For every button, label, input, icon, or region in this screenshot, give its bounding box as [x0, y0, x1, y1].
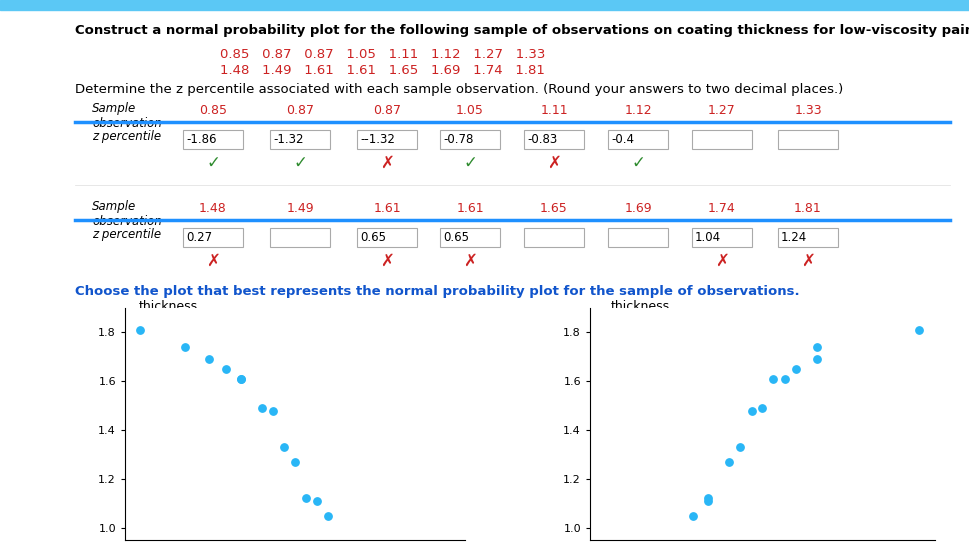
- Bar: [523, 228, 583, 247]
- Text: z percentile: z percentile: [92, 228, 161, 241]
- Bar: [440, 228, 499, 247]
- Text: --1.32: --1.32: [359, 133, 394, 146]
- Text: ✗: ✗: [800, 252, 814, 270]
- Text: Construct a normal probability plot for the following sample of observations on : Construct a normal probability plot for …: [75, 24, 969, 37]
- Text: 1.11: 1.11: [540, 104, 567, 117]
- Point: [700, 496, 715, 505]
- Point: [320, 511, 335, 520]
- Bar: [440, 130, 499, 149]
- Text: ✓: ✓: [631, 154, 644, 172]
- Text: 0.85: 0.85: [199, 104, 227, 117]
- Text: -0.83: -0.83: [526, 133, 556, 146]
- Text: 0.87: 0.87: [373, 104, 400, 117]
- Point: [777, 374, 793, 383]
- Text: thickness: thickness: [610, 300, 669, 313]
- Text: 0.27: 0.27: [186, 231, 212, 244]
- Point: [788, 365, 803, 373]
- Text: 0.85   0.87   0.87   1.05   1.11   1.12   1.27   1.33: 0.85 0.87 0.87 1.05 1.11 1.12 1.27 1.33: [220, 48, 545, 61]
- Point: [133, 325, 148, 334]
- Text: ✗: ✗: [547, 154, 560, 172]
- Text: 1.33: 1.33: [794, 104, 821, 117]
- Text: 1.48: 1.48: [199, 202, 227, 215]
- Text: 1.81: 1.81: [794, 202, 821, 215]
- Bar: [183, 228, 243, 247]
- Point: [265, 406, 280, 415]
- Bar: [691, 228, 751, 247]
- Text: 1.74: 1.74: [707, 202, 735, 215]
- Point: [732, 443, 747, 452]
- Text: thickness: thickness: [139, 300, 198, 313]
- Bar: [269, 228, 329, 247]
- Bar: [691, 130, 751, 149]
- Point: [809, 343, 825, 352]
- Text: 1.05: 1.05: [455, 104, 484, 117]
- Point: [911, 325, 926, 334]
- Text: -0.78: -0.78: [443, 133, 473, 146]
- Text: ✓: ✓: [462, 154, 477, 172]
- Text: Choose the plot that best represents the normal probability plot for the sample : Choose the plot that best represents the…: [75, 285, 798, 298]
- Point: [309, 496, 325, 505]
- Bar: [608, 130, 668, 149]
- Text: Sample
observation: Sample observation: [92, 200, 162, 228]
- Text: 1.69: 1.69: [623, 202, 651, 215]
- Text: ✗: ✗: [205, 252, 220, 270]
- Point: [233, 374, 248, 383]
- Bar: [777, 228, 837, 247]
- Text: z percentile: z percentile: [92, 130, 161, 143]
- Point: [287, 457, 302, 466]
- Text: 1.27: 1.27: [707, 104, 735, 117]
- Point: [218, 365, 234, 373]
- Text: -1.86: -1.86: [186, 133, 216, 146]
- Bar: [608, 228, 668, 247]
- Text: ✓: ✓: [293, 154, 306, 172]
- Point: [700, 494, 715, 503]
- Text: -1.32: -1.32: [272, 133, 303, 146]
- Bar: [183, 130, 243, 149]
- Text: 1.61: 1.61: [373, 202, 400, 215]
- Text: Sample
observation: Sample observation: [92, 102, 162, 130]
- Text: ✗: ✗: [462, 252, 477, 270]
- Bar: [357, 130, 417, 149]
- Point: [754, 404, 769, 413]
- Text: 1.65: 1.65: [540, 202, 567, 215]
- Point: [201, 355, 216, 364]
- Bar: [357, 228, 417, 247]
- Text: 1.49: 1.49: [286, 202, 314, 215]
- Text: ✗: ✗: [380, 252, 393, 270]
- Point: [684, 511, 700, 520]
- Point: [743, 406, 759, 415]
- Text: 1.24: 1.24: [780, 231, 806, 244]
- Text: 1.04: 1.04: [694, 231, 720, 244]
- Point: [809, 355, 825, 364]
- Bar: [0, 0, 969, 10]
- Point: [720, 457, 735, 466]
- Point: [177, 343, 193, 352]
- Point: [765, 374, 780, 383]
- Text: ✓: ✓: [205, 154, 220, 172]
- Point: [233, 374, 248, 383]
- Text: -0.4: -0.4: [610, 133, 634, 146]
- Bar: [269, 130, 329, 149]
- Text: 1.12: 1.12: [623, 104, 651, 117]
- Text: ✗: ✗: [714, 252, 728, 270]
- Bar: [523, 130, 583, 149]
- Point: [276, 443, 292, 452]
- Point: [254, 404, 269, 413]
- Text: ✗: ✗: [380, 154, 393, 172]
- Text: 1.48   1.49   1.61   1.61   1.65   1.69   1.74   1.81: 1.48 1.49 1.61 1.61 1.65 1.69 1.74 1.81: [220, 64, 545, 77]
- Point: [297, 494, 313, 503]
- Text: Determine the z percentile associated with each sample observation. (Round your : Determine the z percentile associated wi…: [75, 83, 842, 96]
- Text: 0.65: 0.65: [443, 231, 469, 244]
- Text: 1.61: 1.61: [455, 202, 484, 215]
- Text: 0.87: 0.87: [286, 104, 314, 117]
- Bar: [777, 130, 837, 149]
- Text: 0.65: 0.65: [359, 231, 386, 244]
